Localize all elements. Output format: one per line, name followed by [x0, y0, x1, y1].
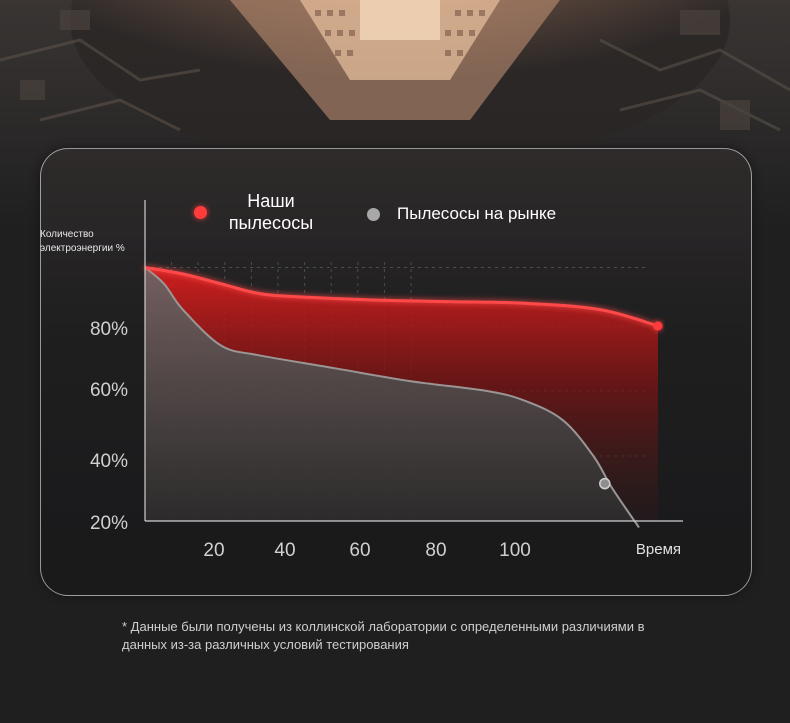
y-axis-label: Количество электроэнергии %	[40, 229, 125, 254]
tick-labels: 20% 40% 60% 80% 20 40 60 80 100 Время	[90, 319, 681, 561]
x-tick-label: 20	[203, 540, 224, 561]
y-tick-label: 80%	[90, 319, 128, 340]
legend-item-ours: Наши пылесосы	[194, 190, 321, 234]
series-point-market-end	[599, 477, 611, 490]
series-line-market	[144, 266, 640, 529]
series-line-ours	[144, 266, 659, 328]
x-tick-label: 40	[274, 540, 295, 561]
legend-dot-red-icon	[194, 205, 207, 219]
footnote: * Данные были получены из коллинской лаб…	[122, 619, 645, 652]
x-axis-label: Время	[636, 541, 681, 558]
x-tick-label: 100	[499, 540, 531, 561]
y-tick-label: 40%	[90, 451, 128, 472]
chip-icon	[230, 0, 560, 120]
series-areas	[144, 266, 663, 529]
legend-label-ours: Наши пылесосы	[228, 191, 314, 233]
series-area-market	[145, 267, 639, 528]
y-tick-label: 20%	[90, 513, 128, 534]
series-point-ours-end	[653, 321, 663, 331]
legend-label-market: Пылесосы на рынке	[397, 204, 557, 223]
x-tick-label: 80	[425, 540, 446, 561]
y-tick-label: 60%	[90, 380, 128, 401]
legend-item-market: Пылесосы на рынке	[367, 204, 556, 224]
axes	[144, 200, 683, 522]
legend-dot-grey-icon	[367, 207, 380, 221]
x-tick-label: 60	[349, 540, 370, 561]
